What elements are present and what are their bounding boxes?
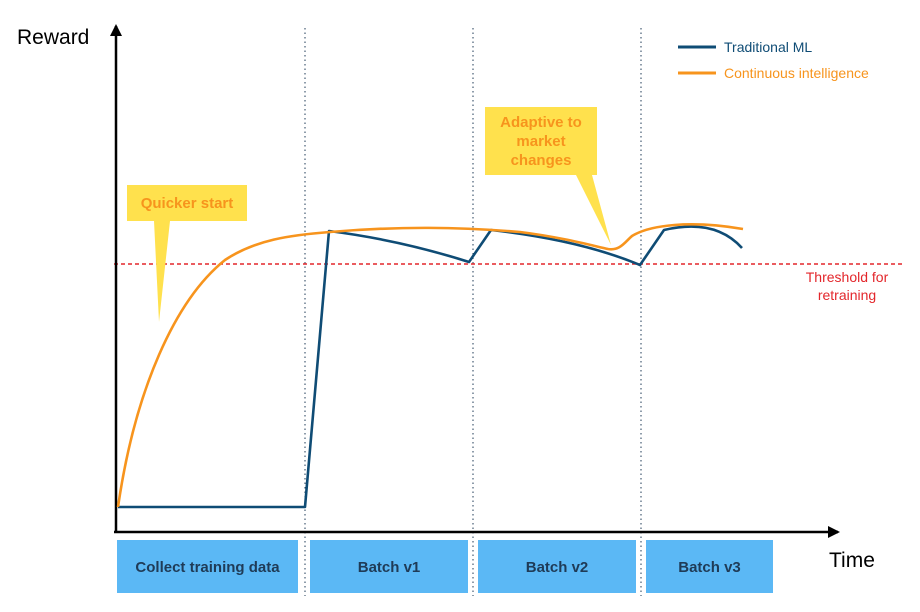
phase-box-batch-v1 bbox=[310, 540, 468, 593]
legend-continuous-label: Continuous intelligence bbox=[724, 65, 869, 81]
adaptive-text-line-1: Adaptive to bbox=[500, 114, 582, 131]
x-axis-title: Time bbox=[829, 549, 875, 572]
phase-label-batch-v1: Batch v1 bbox=[358, 559, 421, 576]
threshold-label-line-2: retraining bbox=[818, 287, 876, 303]
phase-bar: Collect training data Batch v1 Batch v2 … bbox=[117, 540, 773, 593]
phase-box-batch-v2 bbox=[478, 540, 636, 593]
quicker-start-text: Quicker start bbox=[141, 195, 234, 212]
legend-traditional-label: Traditional ML bbox=[724, 39, 812, 55]
y-axis-title: Reward bbox=[17, 26, 89, 49]
phase-label-collect-training-data: Collect training data bbox=[135, 559, 280, 576]
continuous-intelligence-curve bbox=[116, 223, 744, 508]
adaptive-callout: Adaptive to market changes bbox=[485, 107, 611, 245]
adaptive-callout-bubble bbox=[485, 107, 611, 245]
adaptive-text-line-2: market bbox=[516, 133, 565, 150]
adaptive-text-line-3: changes bbox=[511, 152, 572, 169]
phase-label-batch-v2: Batch v2 bbox=[526, 559, 589, 576]
traditional-ml-curve bbox=[118, 225, 743, 509]
quicker-start-callout: Quicker start bbox=[127, 185, 247, 322]
legend: Traditional ML Continuous intelligence bbox=[678, 39, 869, 81]
phase-label-batch-v3: Batch v3 bbox=[678, 559, 741, 576]
quicker-start-callout-bubble bbox=[127, 185, 247, 322]
phase-box-batch-v3 bbox=[646, 540, 773, 593]
phase-box-collect-training-data bbox=[117, 540, 298, 593]
threshold-label-line-1: Threshold for bbox=[806, 269, 889, 285]
